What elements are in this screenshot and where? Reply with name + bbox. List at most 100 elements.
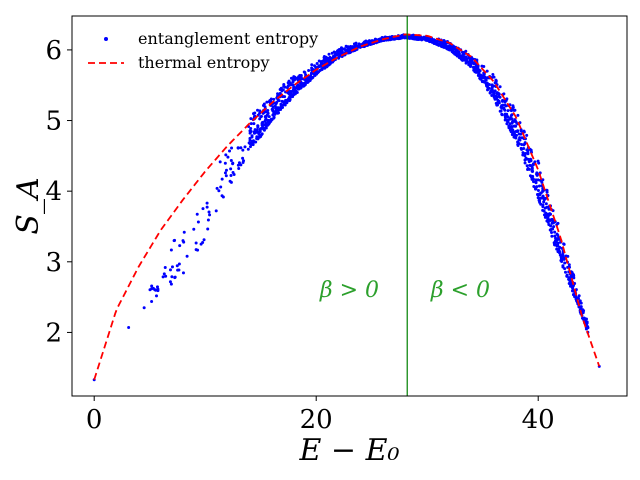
data-point: [506, 109, 510, 113]
y-tick-label: 6: [45, 36, 62, 66]
data-point: [467, 56, 471, 60]
data-point: [547, 207, 551, 211]
data-point: [156, 287, 160, 291]
data-point: [492, 91, 496, 95]
data-point: [267, 118, 271, 122]
data-point: [473, 68, 477, 72]
data-point: [230, 146, 234, 150]
y-ticks: 2 3 4 5 6: [45, 36, 72, 348]
data-point: [555, 247, 559, 251]
data-point: [219, 185, 223, 189]
data-point: [239, 146, 243, 150]
data-point: [246, 147, 250, 151]
data-point: [215, 186, 219, 190]
data-point: [229, 174, 233, 177]
data-point: [185, 254, 189, 258]
data-point: [542, 200, 546, 204]
data-point: [236, 146, 240, 150]
data-point: [521, 151, 525, 155]
data-point: [403, 35, 407, 39]
y-tick-label: 5: [45, 107, 62, 137]
data-point: [523, 142, 527, 146]
data-point: [533, 187, 537, 191]
data-point: [258, 111, 262, 115]
data-point: [192, 227, 196, 231]
data-point: [564, 254, 568, 258]
data-point: [536, 159, 540, 163]
data-point: [425, 38, 429, 42]
data-point: [522, 130, 526, 134]
data-point: [358, 45, 362, 49]
data-point: [265, 100, 269, 104]
data-point: [279, 107, 283, 111]
data-point: [258, 109, 262, 113]
data-point: [561, 264, 565, 268]
data-point: [150, 284, 154, 288]
data-point: [391, 37, 395, 41]
data-point: [289, 90, 293, 94]
data-point: [154, 288, 158, 292]
data-point: [262, 102, 266, 106]
data-point: [492, 75, 496, 79]
data-point: [555, 242, 559, 246]
data-point: [486, 88, 490, 92]
data-point: [537, 198, 541, 202]
data-point: [168, 268, 172, 272]
data-point: [267, 115, 271, 119]
x-tick-label: 0: [86, 405, 103, 435]
data-point: [571, 286, 575, 290]
data-point: [581, 316, 585, 320]
data-point: [530, 169, 534, 173]
data-point: [571, 272, 575, 276]
data-point: [460, 58, 464, 62]
data-point: [554, 237, 558, 241]
data-point: [173, 275, 177, 279]
data-point: [288, 99, 292, 103]
data-point: [546, 217, 550, 221]
data-point: [507, 126, 511, 130]
x-tick-label: 40: [522, 405, 555, 435]
data-point: [154, 294, 158, 298]
data-point: [510, 113, 514, 117]
data-point: [430, 40, 434, 44]
data-point: [567, 263, 571, 267]
data-point: [388, 37, 392, 41]
data-point: [550, 234, 554, 238]
data-point: [550, 217, 554, 221]
data-point: [142, 306, 146, 310]
data-point: [322, 55, 326, 59]
annotation-layer: β > 0 β < 0: [319, 278, 490, 303]
data-point: [295, 84, 299, 88]
data-point: [534, 178, 538, 182]
data-point: [440, 45, 444, 49]
data-point: [511, 104, 515, 108]
data-point: [561, 251, 565, 255]
data-point: [273, 101, 277, 105]
data-point: [470, 57, 474, 61]
data-point: [562, 242, 566, 246]
data-point: [255, 135, 259, 139]
data-point: [296, 87, 300, 91]
data-point: [303, 70, 307, 74]
data-point: [509, 109, 513, 113]
data-point: [513, 108, 517, 112]
data-point: [249, 117, 253, 121]
data-point: [557, 237, 560, 241]
data-point: [549, 212, 553, 216]
data-point: [293, 75, 297, 79]
data-point: [255, 129, 259, 133]
data-point: [526, 148, 530, 152]
data-point: [563, 261, 567, 265]
data-point: [499, 109, 503, 113]
thermal-entropy-line: [93, 33, 601, 381]
annotation-beta-positive: β > 0: [319, 278, 379, 303]
data-point: [250, 140, 254, 144]
data-point: [519, 132, 523, 136]
data-point: [417, 36, 421, 40]
data-point: [310, 63, 314, 67]
data-point: [334, 52, 338, 56]
data-point: [519, 146, 523, 150]
data-point: [538, 193, 542, 197]
data-point: [499, 105, 503, 109]
thermal-line-layer: [93, 33, 601, 381]
